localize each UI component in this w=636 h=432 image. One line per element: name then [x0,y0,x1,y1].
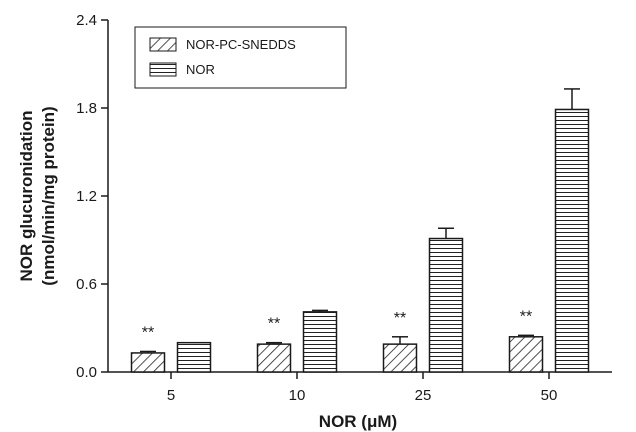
bar-nor-pc-snedds [256,343,292,373]
legend-swatch-nor-pc-snedds [149,37,177,52]
bar-nor-pc-snedds [508,336,544,373]
legend-label-nor-pc-snedds: NOR-PC-SNEDDS [186,37,296,52]
significance-annotation: ** [268,316,280,333]
x-tick-label: 5 [167,387,175,404]
legend: NOR-PC-SNEDDS NOR [134,26,347,89]
y-tick-label: 0.0 [76,364,97,381]
bar-nor [302,311,338,373]
x-axis-ticks: 5 10 25 50 [167,372,558,404]
x-tick-label: 50 [541,387,558,404]
y-axis-ticks: 0.0 0.6 1.2 1.8 2.4 [76,12,108,381]
y-axis-title-line1: NOR glucuronidation [17,111,36,282]
legend-swatch-nor [149,62,177,77]
y-tick-label: 1.8 [76,100,97,117]
significance-annotation: ** [142,324,154,341]
x-tick-label: 25 [415,387,432,404]
y-tick-label: 1.2 [76,188,97,205]
bar-nor [176,341,212,373]
legend-frame [134,26,347,89]
bar-series: ** ** ** ** [130,88,590,373]
bar-nor-pc-snedds [382,343,418,373]
x-tick-label: 10 [289,387,306,404]
y-axis-title-line2: (nmol/min/mg protein) [39,106,58,285]
x-axis-title: NOR (μM) [319,412,397,431]
bar-nor [554,108,590,373]
y-tick-label: 2.4 [76,12,97,29]
bar-nor-pc-snedds [130,352,166,373]
significance-annotation: ** [394,310,406,327]
significance-annotation: ** [520,308,532,325]
y-tick-label: 0.6 [76,276,97,293]
legend-label-nor: NOR [186,62,215,77]
bar-nor [428,237,464,373]
